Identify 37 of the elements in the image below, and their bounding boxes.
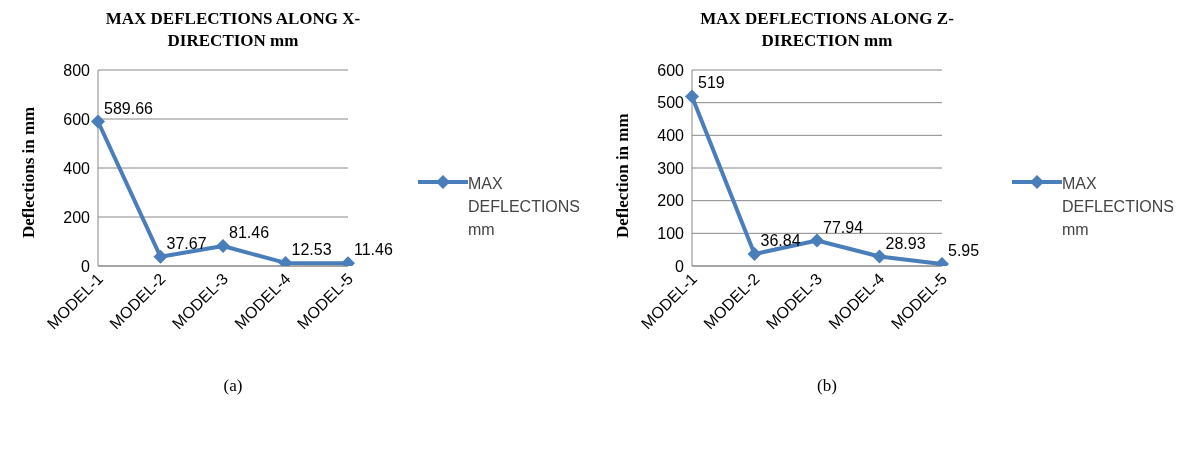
- point: [872, 249, 887, 264]
- y-tick-label: 800: [63, 61, 91, 79]
- point: [153, 249, 168, 264]
- chart-title: MAX DEFLECTIONS ALONG X-DIRECTION mm: [104, 8, 362, 52]
- y-tick-label: 400: [657, 127, 685, 145]
- y-axis-title: Deflections in mm: [19, 106, 39, 238]
- data-label: 37.67: [166, 234, 207, 252]
- y-tick-label: 600: [657, 61, 685, 79]
- text: (b): [816, 376, 838, 396]
- chart-title: MAX DEFLECTIONS ALONG Z-DIRECTION mm: [699, 8, 955, 52]
- legend-label: MAX DEFLECTIONS mm: [1062, 173, 1175, 240]
- data-label: 519: [698, 74, 725, 92]
- data-label: 589.66: [104, 99, 154, 117]
- point: [747, 246, 762, 261]
- data-label: 28.93: [885, 234, 926, 252]
- point: [91, 114, 105, 129]
- data-label: 81.46: [229, 224, 270, 242]
- y-tick-label: 500: [657, 94, 685, 112]
- y-tick-label: 0: [675, 257, 685, 275]
- data-label: 12.53: [291, 240, 332, 258]
- y-tick-label: 0: [81, 257, 91, 275]
- data-label: 5.95: [948, 242, 980, 260]
- y-tick-label: 100: [657, 225, 685, 243]
- y-tick-label: 600: [63, 110, 91, 128]
- y-tick-label: 200: [63, 208, 91, 226]
- point: [216, 239, 230, 254]
- data-label: 36.84: [760, 231, 801, 249]
- data-label: 77.94: [823, 218, 864, 236]
- y-tick-label: 200: [657, 192, 685, 210]
- text: (a): [222, 376, 244, 396]
- y-tick-label: 300: [657, 159, 685, 177]
- legend-label: MAX DEFLECTIONS mm: [468, 173, 581, 240]
- point: [685, 89, 699, 104]
- point: [810, 233, 824, 248]
- data-label: 11.46: [354, 241, 393, 259]
- y-axis-title: Deflection in mm: [613, 113, 633, 238]
- y-tick-label: 400: [63, 159, 91, 177]
